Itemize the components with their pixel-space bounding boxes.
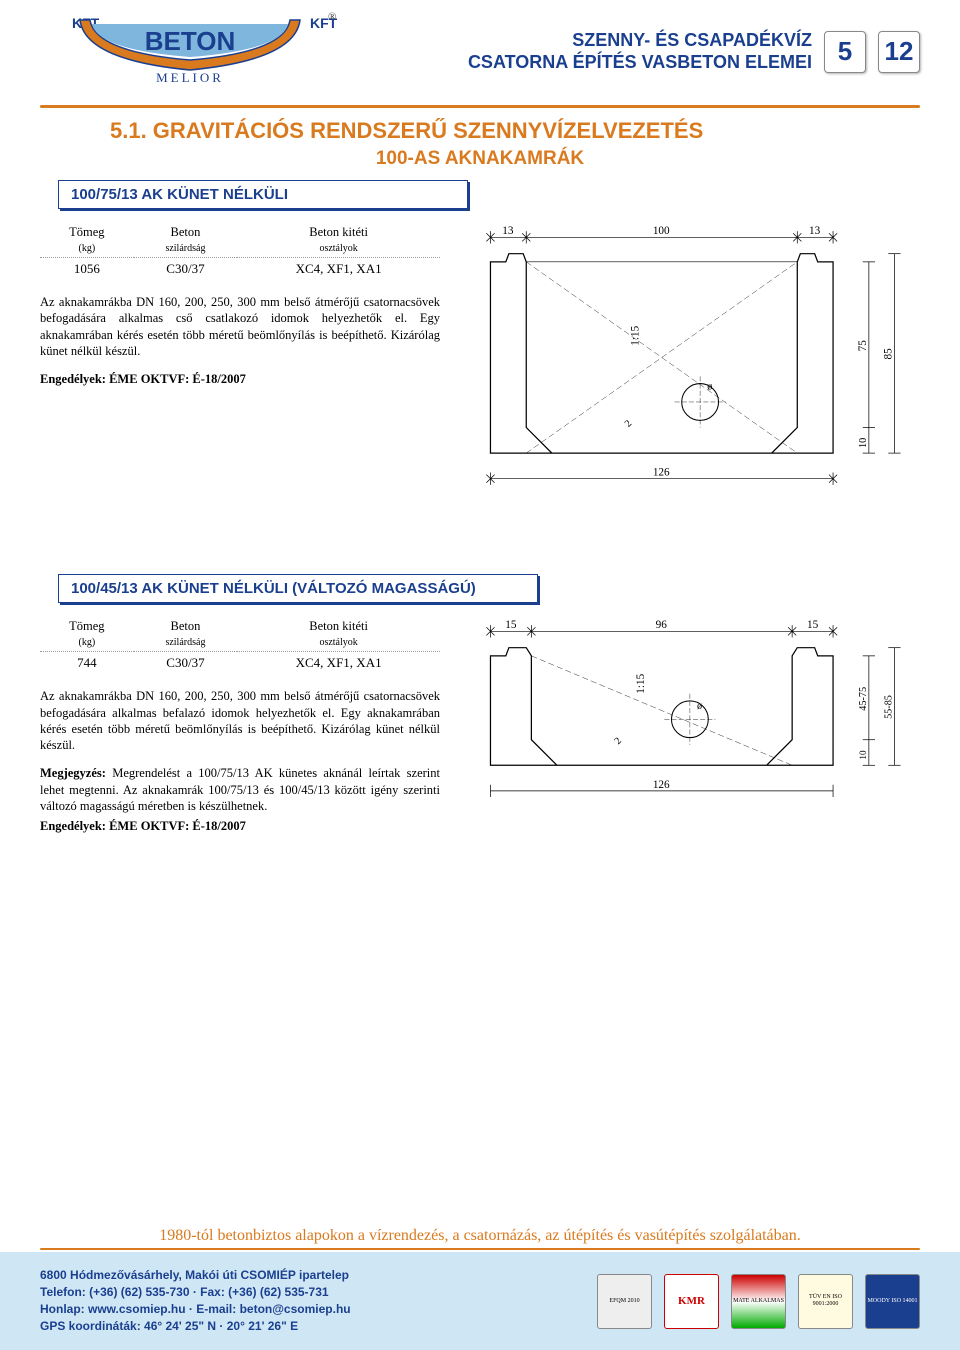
cert-badge: EFQM 2010: [597, 1274, 652, 1329]
drawing-area: 15 96 15 ø 2 1:15 126: [470, 617, 920, 846]
svg-text:10: 10: [858, 750, 868, 760]
logo: KFT KFT BETON MELIOR ®: [40, 10, 340, 100]
description: Az aknakamrákba DN 160, 200, 250, 300 mm…: [40, 688, 440, 753]
chapter-number: 5: [824, 31, 866, 73]
note-text: Megjegyzés: Megrendelést a 100/75/13 AK …: [40, 765, 440, 814]
svg-text:MELIOR: MELIOR: [156, 70, 224, 85]
svg-text:100: 100: [653, 225, 670, 237]
tagline-block: 1980-tól betonbiztos alapokon a vízrende…: [0, 1227, 960, 1250]
sub-heading: 100-AS AKNAKAMRÁK: [0, 148, 960, 170]
divider-top: [40, 105, 920, 108]
svg-text:ø: ø: [707, 382, 712, 393]
header: KFT KFT BETON MELIOR ® SZENNY- ÉS CSAPAD…: [0, 0, 960, 105]
product-title: 100/45/13 AK KÜNET NÉLKÜLI (VÁLTOZÓ MAGA…: [58, 574, 538, 603]
description: Az aknakamrákba DN 160, 200, 250, 300 mm…: [40, 294, 440, 359]
footer: 6800 Hódmezővásárhely, Makói úti CSOMIÉP…: [0, 1252, 960, 1350]
svg-text:10: 10: [858, 438, 869, 448]
header-right: SZENNY- ÉS CSAPADÉKVÍZ CSATORNA ÉPÍTÉS V…: [340, 10, 920, 73]
spec-column: Tömeg(kg) Betonszilárdság Beton kitétios…: [40, 223, 440, 514]
page-number: 12: [878, 31, 920, 73]
svg-text:96: 96: [656, 620, 668, 632]
main-heading: 5.1. GRAVITÁCIÓS RENDSZERŰ SZENNYVÍZELVE…: [110, 118, 920, 144]
spec-column: Tömeg(kg) Betonszilárdság Beton kitétios…: [40, 617, 440, 846]
svg-text:15: 15: [505, 620, 517, 632]
product-title: 100/75/13 AK KÜNET NÉLKÜLI: [58, 180, 468, 209]
tagline: 1980-tól betonbiztos alapokon a vízrende…: [40, 1227, 920, 1248]
svg-text:45-75: 45-75: [858, 687, 869, 711]
svg-text:55-85: 55-85: [883, 695, 894, 719]
spec-table: Tömeg(kg) Betonszilárdság Beton kitétios…: [40, 617, 440, 674]
cert-badge: KMR: [664, 1274, 719, 1329]
technical-drawing: 13 100 13 ø 2 1:15: [470, 223, 920, 509]
svg-text:13: 13: [502, 225, 514, 237]
svg-text:126: 126: [653, 779, 670, 791]
section-1: 100/75/13 AK KÜNET NÉLKÜLI Tömeg(kg) Bet…: [0, 180, 960, 514]
cert-logos: EFQM 2010 KMR MATE ALKALMAS TÜV EN ISO 9…: [371, 1274, 920, 1329]
drawing-area: 13 100 13 ø 2 1:15: [470, 223, 920, 514]
permit-text: Engedélyek: ÉME OKTVF: É-18/2007: [40, 371, 440, 387]
svg-text:13: 13: [809, 225, 821, 237]
section-2: 100/45/13 AK KÜNET NÉLKÜLI (VÁLTOZÓ MAGA…: [0, 574, 960, 846]
contact-info: 6800 Hódmezővásárhely, Makói úti CSOMIÉP…: [40, 1267, 351, 1334]
svg-text:75: 75: [857, 340, 869, 352]
svg-text:2: 2: [613, 736, 624, 747]
svg-text:BETON: BETON: [145, 26, 236, 56]
svg-text:®: ®: [328, 11, 336, 23]
svg-text:ø: ø: [697, 701, 702, 712]
svg-text:85: 85: [882, 348, 894, 360]
svg-text:2: 2: [623, 418, 634, 429]
svg-text:1:15: 1:15: [630, 325, 642, 345]
svg-text:1:15: 1:15: [635, 674, 647, 694]
cert-badge: MOODY ISO 14001: [865, 1274, 920, 1329]
spec-table: Tömeg(kg) Betonszilárdság Beton kitétios…: [40, 223, 440, 280]
cert-badge: MATE ALKALMAS: [731, 1274, 786, 1329]
svg-text:15: 15: [807, 620, 819, 632]
permit-text: Engedélyek: ÉME OKTVF: É-18/2007: [40, 818, 440, 834]
cert-badge: TÜV EN ISO 9001:2000: [798, 1274, 853, 1329]
divider-bottom: [40, 1248, 920, 1250]
category-title: SZENNY- ÉS CSAPADÉKVÍZ CSATORNA ÉPÍTÉS V…: [468, 30, 812, 73]
technical-drawing: 15 96 15 ø 2 1:15 126: [470, 617, 920, 822]
svg-text:126: 126: [653, 467, 670, 479]
